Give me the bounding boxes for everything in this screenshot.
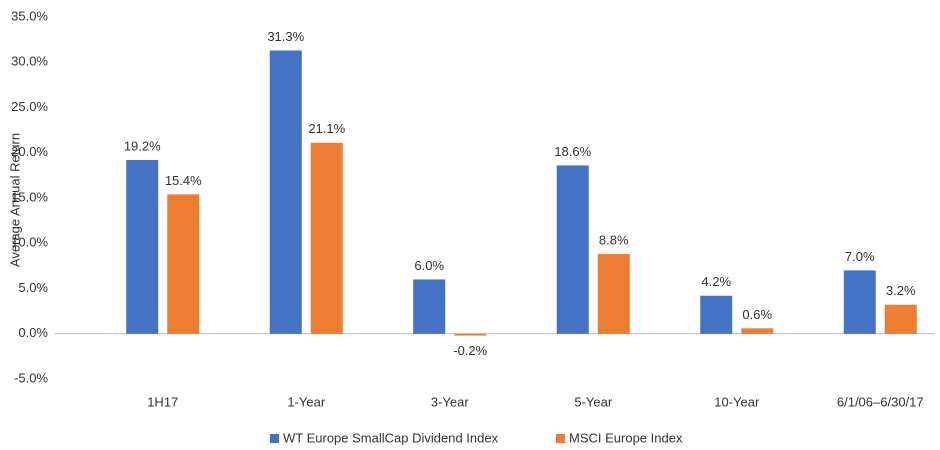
data-label: 0.6%	[742, 307, 772, 322]
data-label: 4.2%	[701, 274, 731, 289]
y-tick-label: 35.0%	[11, 8, 48, 23]
bar	[843, 270, 876, 334]
y-axis-label: Average Annual Return	[7, 133, 22, 267]
y-tick-label: 0.0%	[18, 325, 48, 340]
x-tick-label: 6/1/06–6/30/17	[837, 394, 924, 409]
bar	[454, 333, 487, 336]
data-label: 15.4%	[165, 173, 202, 188]
data-label: 31.3%	[267, 29, 304, 44]
y-tick-label: 10.0%	[11, 235, 48, 250]
y-tick-label: 25.0%	[11, 99, 48, 114]
legend-label: MSCI Europe Index	[569, 430, 683, 445]
y-tick-label: 30.0%	[11, 54, 48, 69]
y-tick-label: 20.0%	[11, 144, 48, 159]
data-label: 3.2%	[886, 283, 916, 298]
legend-swatch	[556, 434, 565, 443]
bar	[556, 165, 589, 334]
data-label: 6.0%	[414, 258, 444, 273]
y-tick-label: 5.0%	[18, 280, 48, 295]
x-tick-label: 3-Year	[431, 394, 469, 409]
bar	[413, 279, 446, 334]
data-label: 18.6%	[554, 144, 591, 159]
legend-swatch	[270, 434, 279, 443]
bar	[126, 159, 159, 334]
bar	[741, 328, 774, 334]
y-tick-label: -5.0%	[14, 370, 48, 385]
x-tick-label: 1-Year	[287, 394, 325, 409]
bar	[167, 194, 200, 334]
bar	[884, 304, 917, 334]
legend-label: WT Europe SmallCap Dividend Index	[283, 430, 499, 445]
bar	[269, 50, 302, 334]
x-tick-label: 1H17	[147, 394, 178, 409]
data-label: 19.2%	[124, 138, 161, 153]
data-label: 7.0%	[845, 249, 875, 264]
data-label: 21.1%	[308, 121, 345, 136]
data-label: -0.2%	[453, 343, 487, 358]
y-tick-label: 15.0%	[11, 189, 48, 204]
x-tick-label: 5-Year	[574, 394, 612, 409]
bar	[310, 142, 343, 334]
bar	[700, 295, 733, 334]
data-label: 8.8%	[599, 233, 629, 248]
x-tick-label: 10-Year	[714, 394, 760, 409]
bar	[597, 254, 630, 334]
